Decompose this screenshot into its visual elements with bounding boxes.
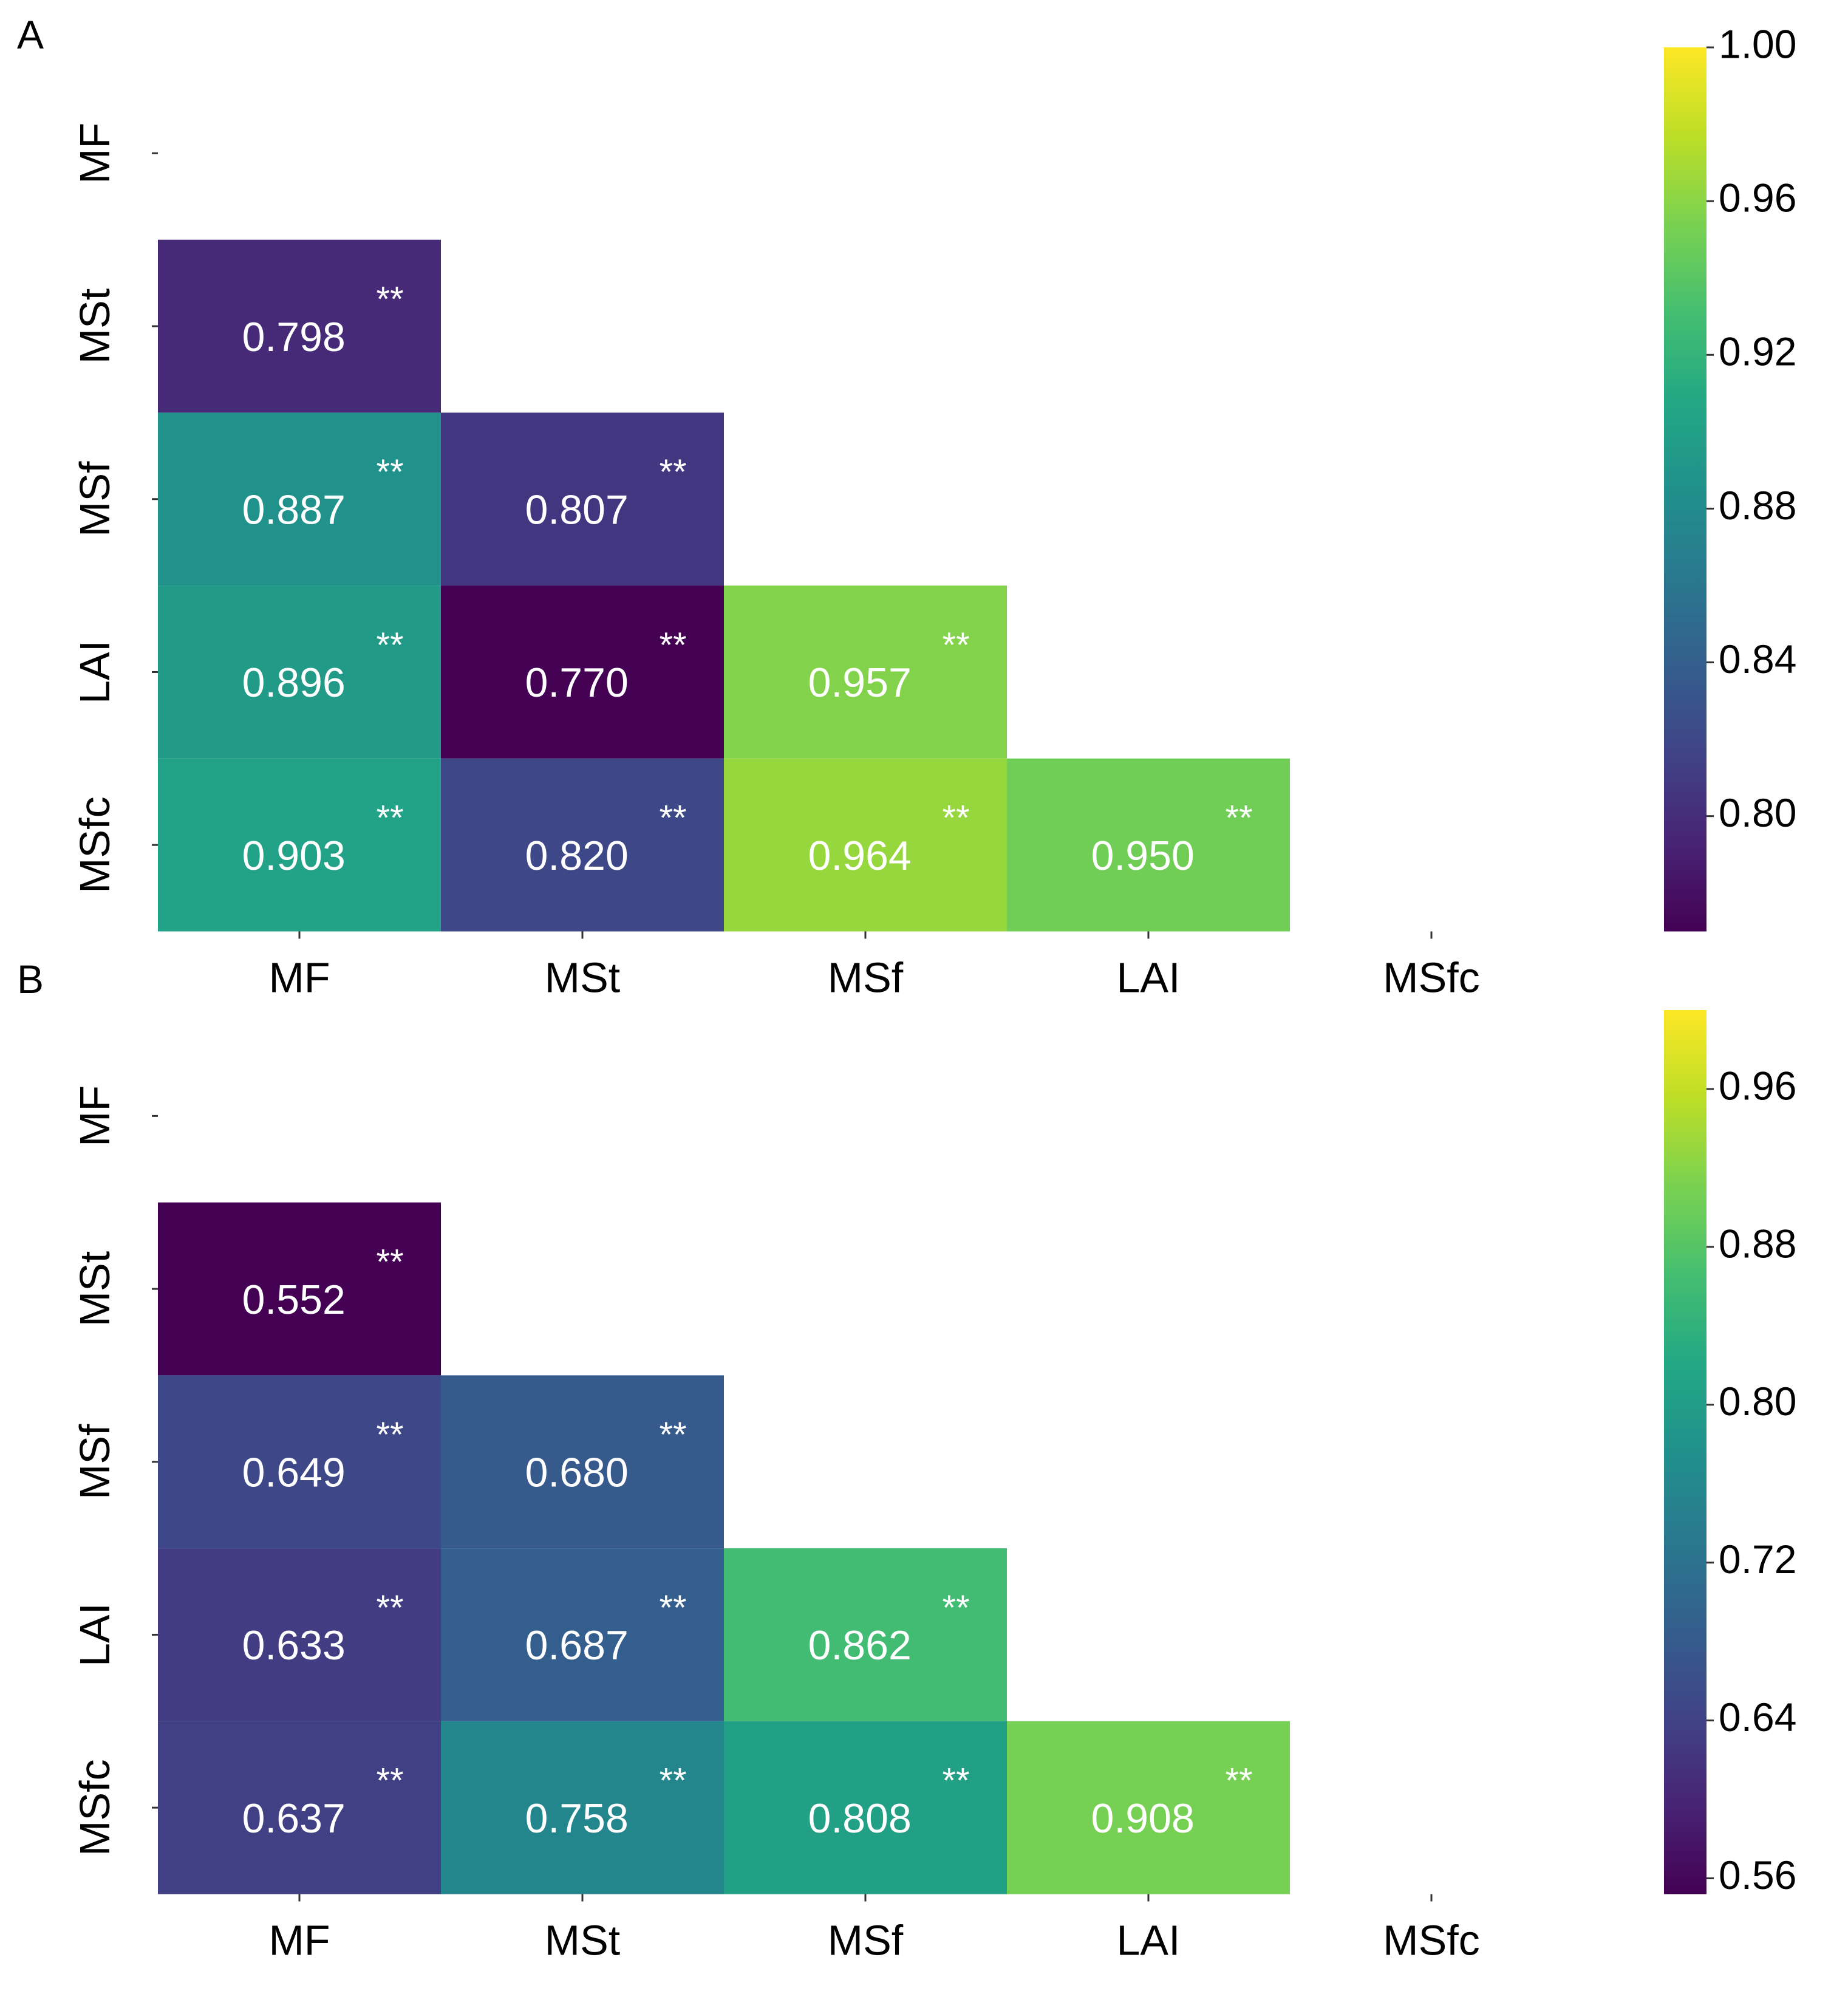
heatmap-cell [158, 1202, 441, 1376]
x-tick-label: MSf [828, 1917, 904, 1964]
x-tick-label: MSf [828, 954, 904, 1002]
heatmap-cell [158, 1375, 441, 1549]
cell-value-label: 0.649 [242, 1449, 346, 1495]
colorbar-tick-label: 0.88 [1719, 483, 1796, 528]
cell-value-label: 0.552 [242, 1277, 346, 1323]
heatmap-cell [724, 758, 1007, 932]
panel-label: A [17, 12, 44, 57]
colorbar-tick-label: 0.96 [1719, 176, 1796, 220]
colorbar [1664, 1010, 1707, 1894]
y-tick-label: MSf [71, 461, 118, 537]
heatmap-cell [158, 239, 441, 413]
colorbar-tick-label: 0.80 [1719, 1379, 1796, 1424]
cell-value-label: 0.758 [525, 1795, 629, 1842]
colorbar-tick-label: 0.56 [1719, 1853, 1796, 1897]
cell-value-label: 0.808 [808, 1795, 912, 1842]
y-tick-label: MF [71, 123, 118, 184]
heatmap-panel-a: A 0.798 ** 0.887 ** 0.807 ** 0.896 ** 0.770 ** 0.95… [17, 12, 1796, 1002]
colorbar-tick-label: 0.88 [1719, 1221, 1796, 1266]
heatmap-cell [441, 1375, 724, 1549]
significance-marker: ** [660, 1761, 687, 1801]
cell-value-label: 0.957 [808, 660, 912, 706]
cell-value-label: 0.680 [525, 1449, 629, 1495]
significance-marker: ** [660, 626, 687, 665]
colorbar-tick-label: 0.72 [1719, 1537, 1796, 1582]
heatmap-cell [158, 1548, 441, 1721]
cell-value-label: 0.820 [525, 833, 629, 879]
cell-value-label: 0.908 [1091, 1795, 1195, 1842]
colorbar-tick-label: 0.80 [1719, 790, 1796, 835]
cell-value-label: 0.896 [242, 660, 346, 706]
significance-marker: ** [377, 799, 404, 838]
colorbar [1664, 47, 1707, 932]
cell-value-label: 0.798 [242, 314, 346, 360]
heatmap-cell [441, 412, 724, 586]
y-tick-label: MSfc [71, 1759, 118, 1856]
cell-value-label: 0.862 [808, 1622, 912, 1668]
heatmap-cell [158, 1721, 441, 1894]
colorbar-tick-label: 1.00 [1719, 21, 1796, 66]
cell-value-label: 0.633 [242, 1622, 346, 1668]
significance-marker: ** [377, 1761, 404, 1801]
y-tick-label: MSt [71, 1251, 118, 1327]
x-tick-label: MF [268, 1917, 330, 1964]
significance-marker: ** [377, 452, 404, 492]
x-tick-label: MSfc [1383, 954, 1479, 1002]
heatmap-cell [441, 1548, 724, 1721]
colorbar-tick-label: 0.64 [1719, 1695, 1796, 1740]
heatmap-cell [158, 586, 441, 759]
y-tick-label: MSfc [71, 796, 118, 893]
x-tick-label: MSt [545, 1917, 620, 1964]
heatmap-cell [158, 412, 441, 586]
significance-marker: ** [1226, 1761, 1253, 1801]
x-tick-label: MF [268, 954, 330, 1002]
significance-marker: ** [943, 799, 970, 838]
heatmap-cell [1007, 758, 1290, 932]
significance-marker: ** [1226, 799, 1253, 838]
heatmap-cell [1007, 1721, 1290, 1894]
heatmap-cell [724, 586, 1007, 759]
y-tick-label: MF [71, 1085, 118, 1147]
significance-marker: ** [660, 1415, 687, 1455]
x-tick-label: LAI [1116, 954, 1180, 1002]
cell-value-label: 0.964 [808, 833, 912, 879]
cell-value-label: 0.687 [525, 1622, 629, 1668]
panel-label: B [17, 957, 44, 1002]
y-tick-label: MSt [71, 289, 118, 364]
significance-marker: ** [377, 626, 404, 665]
cell-value-label: 0.770 [525, 660, 629, 706]
x-tick-label: MSfc [1383, 1917, 1479, 1964]
heatmap-cell [724, 1721, 1007, 1894]
colorbar-tick-label: 0.92 [1719, 329, 1796, 374]
colorbar-tick-label: 0.84 [1719, 637, 1796, 681]
significance-marker: ** [943, 1761, 970, 1801]
significance-marker: ** [943, 1588, 970, 1628]
heatmap-cell [441, 758, 724, 932]
significance-marker: ** [660, 452, 687, 492]
cell-value-label: 0.887 [242, 487, 346, 533]
significance-marker: ** [377, 1588, 404, 1628]
cell-value-label: 0.807 [525, 487, 629, 533]
significance-marker: ** [377, 1243, 404, 1282]
x-tick-label: MSt [545, 954, 620, 1002]
cell-value-label: 0.903 [242, 833, 346, 879]
significance-marker: ** [660, 1588, 687, 1628]
heatmap-cell [441, 1721, 724, 1894]
cell-value-label: 0.637 [242, 1795, 346, 1842]
significance-marker: ** [377, 280, 404, 319]
colorbar-tick-label: 0.96 [1719, 1063, 1796, 1108]
heatmap-panel-b: B 0.552 ** 0.649 ** 0.680 ** 0.633 ** 0.687 ** 0.86… [17, 957, 1796, 1964]
heatmap-cell [724, 1548, 1007, 1721]
y-tick-label: MSf [71, 1424, 118, 1500]
heatmap-cell [158, 758, 441, 932]
cell-value-label: 0.950 [1091, 833, 1195, 879]
significance-marker: ** [377, 1415, 404, 1455]
significance-marker: ** [660, 799, 687, 838]
significance-marker: ** [943, 626, 970, 665]
y-tick-label: LAI [71, 640, 118, 704]
heatmap-cell [441, 586, 724, 759]
y-tick-label: LAI [71, 1603, 118, 1667]
x-tick-label: LAI [1116, 1917, 1180, 1964]
